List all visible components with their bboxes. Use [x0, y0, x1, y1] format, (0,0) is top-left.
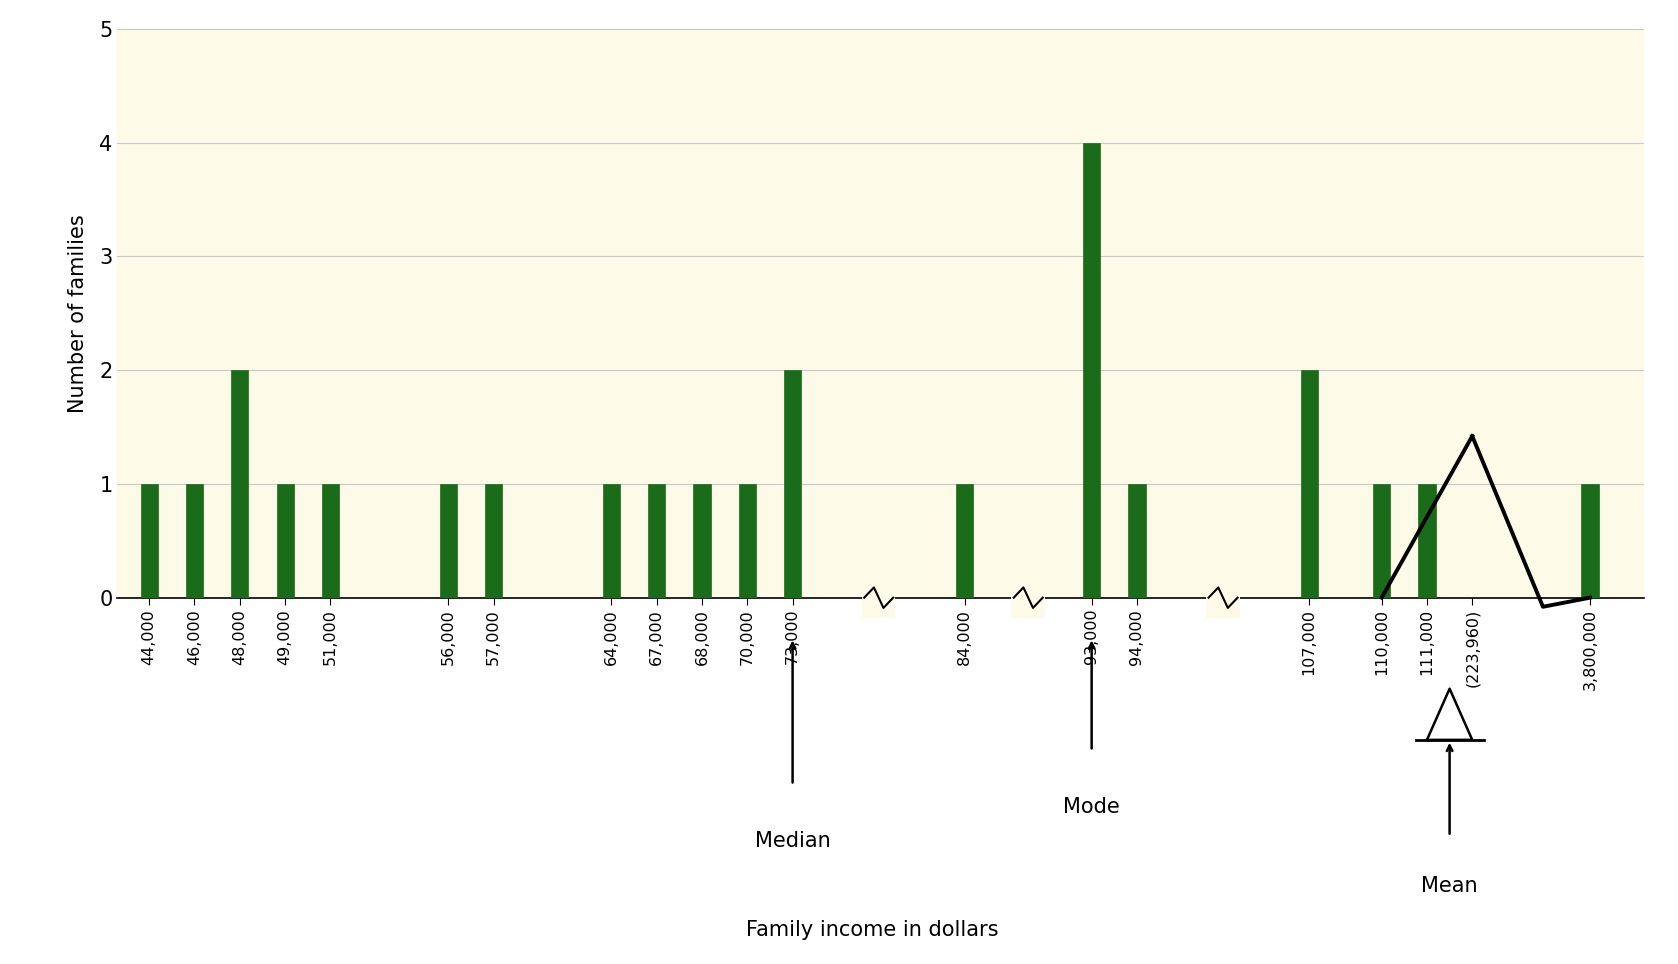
Bar	[693, 484, 710, 598]
Bar	[322, 484, 339, 598]
Bar	[648, 484, 664, 598]
Bar	[738, 484, 755, 598]
Bar	[141, 484, 158, 598]
Bar	[1418, 484, 1436, 598]
Bar	[1012, 577, 1045, 618]
Bar	[186, 484, 203, 598]
Bar	[1206, 577, 1240, 618]
Text: Median: Median	[755, 831, 831, 851]
Bar	[485, 484, 502, 598]
Text: Mean: Mean	[1421, 876, 1478, 897]
Bar	[956, 484, 973, 598]
Bar	[1373, 484, 1391, 598]
Bar	[862, 577, 896, 618]
Bar	[232, 370, 248, 598]
Y-axis label: Number of families: Number of families	[69, 214, 89, 413]
Bar	[1300, 370, 1317, 598]
Bar	[602, 484, 619, 598]
Text: Mode: Mode	[1064, 796, 1119, 817]
Bar	[440, 484, 456, 598]
Bar	[277, 484, 294, 598]
Bar	[1581, 484, 1599, 598]
Bar	[784, 370, 800, 598]
Bar	[1082, 143, 1101, 598]
Bar	[1128, 484, 1146, 598]
Text: Family income in dollars: Family income in dollars	[747, 920, 998, 940]
